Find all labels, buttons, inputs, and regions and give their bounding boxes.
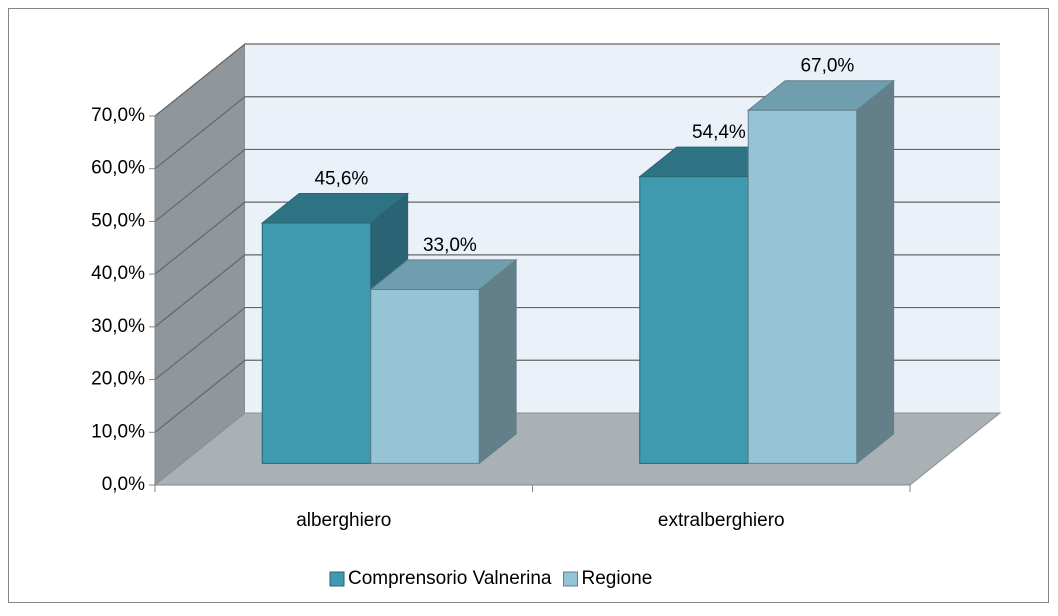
- bar: [746, 79, 896, 465]
- data-label: 33,0%: [423, 235, 477, 256]
- side-wall: [154, 42, 246, 487]
- bar-front: [747, 109, 858, 464]
- bar: [369, 258, 518, 465]
- y-tick-label: 0,0%: [102, 474, 145, 495]
- bar-front: [639, 176, 749, 464]
- y-tick-label: 20,0%: [91, 369, 145, 390]
- y-tick-label: 10,0%: [91, 421, 145, 442]
- bar-front: [370, 288, 480, 464]
- legend-swatch: [562, 571, 578, 587]
- y-tick-label: 40,0%: [91, 263, 145, 284]
- y-tick-label: 60,0%: [91, 158, 145, 179]
- y-tick-label: 50,0%: [91, 210, 145, 231]
- x-tick-label: extralberghiero: [658, 510, 785, 531]
- data-label: 54,4%: [692, 122, 746, 143]
- grid-line: [154, 96, 1000, 170]
- y-tick-label: 70,0%: [91, 105, 145, 126]
- legend-swatch: [329, 571, 345, 587]
- data-label: 45,6%: [314, 169, 368, 190]
- x-tick-label: alberghiero: [296, 510, 391, 531]
- bar-side: [856, 79, 895, 465]
- data-label: 67,0%: [800, 56, 854, 77]
- legend-label: Regione: [581, 568, 652, 589]
- legend-label: Comprensorio Valnerina: [348, 568, 552, 589]
- bar-side: [478, 258, 517, 465]
- grid-line: [154, 43, 1000, 117]
- y-tick-label: 30,0%: [91, 316, 145, 337]
- bar-front: [261, 222, 372, 464]
